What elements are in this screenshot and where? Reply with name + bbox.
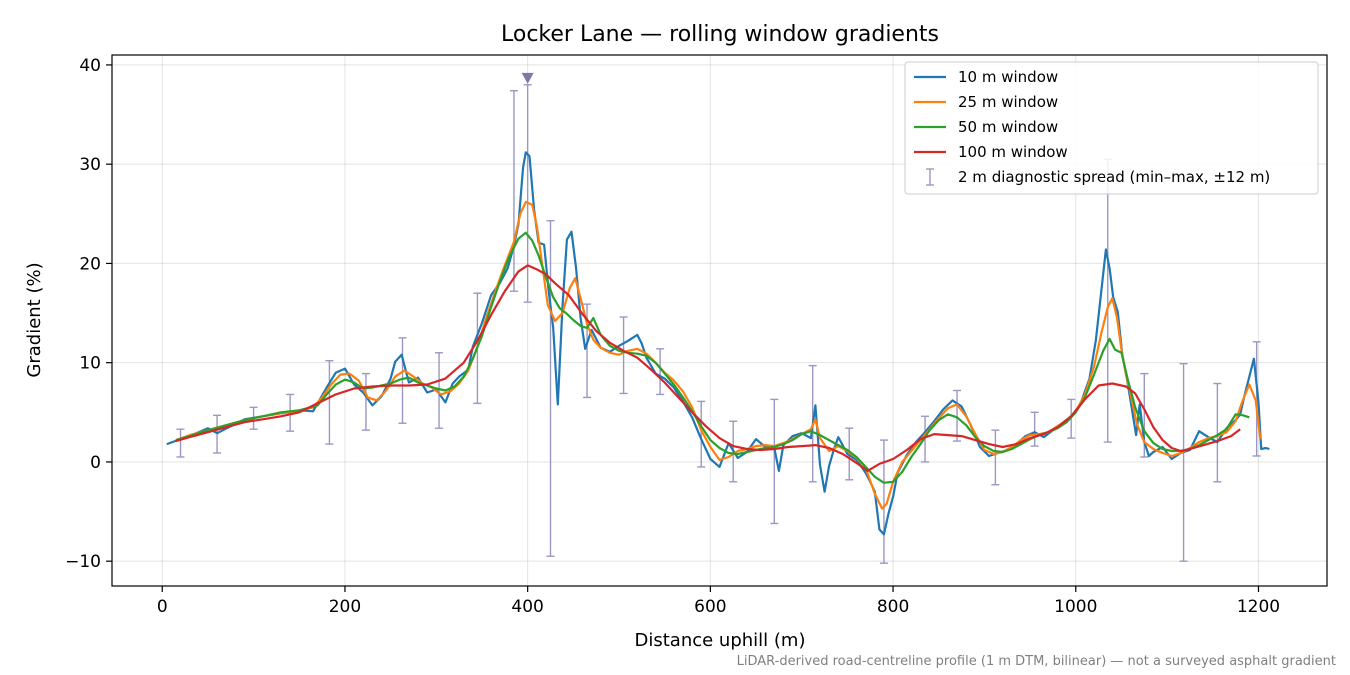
y-tick-label: 0 xyxy=(90,453,101,473)
y-tick-label: 40 xyxy=(79,56,101,76)
error-bar xyxy=(1030,411,1039,447)
x-tick-label: 200 xyxy=(329,597,361,617)
error-bar xyxy=(361,372,370,431)
error-bar xyxy=(1213,382,1222,483)
error-bar xyxy=(546,220,555,557)
y-tick-label: −10 xyxy=(65,552,101,572)
error-bar xyxy=(325,359,334,445)
error-bars xyxy=(176,84,1261,564)
legend-label: 10 m window xyxy=(958,68,1058,86)
x-tick-label: 600 xyxy=(694,597,726,617)
error-bar xyxy=(1179,362,1188,562)
error-bar xyxy=(953,389,962,442)
error-bar xyxy=(991,429,1000,486)
legend-errorbar-swatch xyxy=(926,168,934,186)
legend: 10 m window 25 m window 50 m window 100 m w… xyxy=(904,61,1319,195)
error-bar xyxy=(879,439,888,564)
series-lines xyxy=(166,151,1270,536)
x-axis-label: Distance uphill (m) xyxy=(635,630,806,651)
legend-label: 50 m window xyxy=(958,118,1058,136)
x-axis-ticks: 0 200 400 600 800 1000 1200 xyxy=(157,586,1280,617)
y-tick-label: 20 xyxy=(79,254,101,274)
error-bar xyxy=(1252,341,1261,457)
legend-label: 25 m window xyxy=(958,93,1058,111)
y-tick-label: 10 xyxy=(79,354,101,374)
error-bar xyxy=(619,316,628,395)
series-line-4 xyxy=(175,264,1241,472)
x-tick-label: 400 xyxy=(511,597,543,617)
legend-label: 100 m window xyxy=(958,143,1068,161)
legend-box xyxy=(904,61,1319,195)
y-axis-ticks: −10 0 10 20 30 40 xyxy=(65,56,112,572)
error-bar xyxy=(398,337,407,424)
x-tick-label: 800 xyxy=(877,597,909,617)
error-bar xyxy=(770,398,779,525)
error-bar xyxy=(435,352,444,429)
peak-marker-layer xyxy=(521,72,534,84)
peak-marker xyxy=(521,72,534,84)
error-bar xyxy=(176,428,185,458)
y-axis-label: Gradient (%) xyxy=(24,262,45,377)
x-tick-label: 0 xyxy=(157,597,168,617)
chart-title: Locker Lane — rolling window gradients xyxy=(501,22,939,47)
legend-label-errorbar: 2 m diagnostic spread (min–max, ±12 m) xyxy=(958,168,1270,186)
x-tick-label: 1200 xyxy=(1237,597,1280,617)
plot-frame xyxy=(111,54,1328,587)
series-line-3 xyxy=(175,231,1250,484)
error-bar xyxy=(697,400,706,468)
y-tick-label: 30 xyxy=(79,155,101,175)
error-bar xyxy=(656,348,665,396)
footnote: LiDAR-derived road-centreline profile (1… xyxy=(737,654,1336,669)
x-tick-label: 1000 xyxy=(1054,597,1097,617)
error-bar xyxy=(509,90,518,292)
